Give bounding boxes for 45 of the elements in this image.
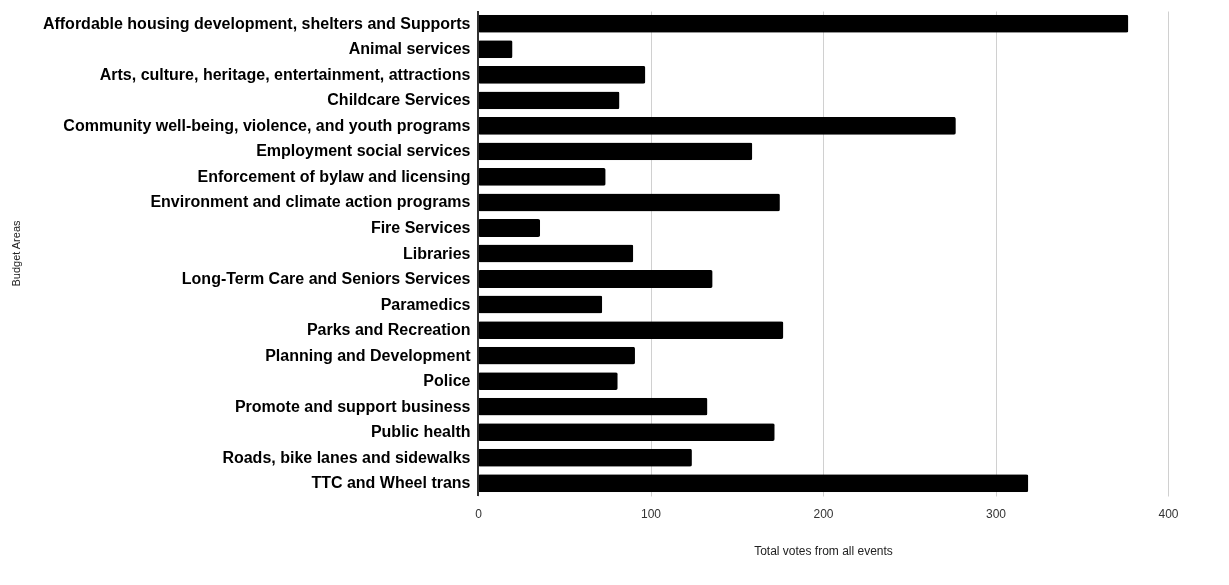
y-tick-label: Public health bbox=[370, 423, 471, 441]
y-tick-label: Animal services bbox=[348, 40, 471, 58]
y-tick-label: Affordable housing development, shelters and Supports bbox=[42, 14, 471, 32]
y-tick-label: Employment social services bbox=[256, 142, 471, 160]
y-tick-label: Libraries bbox=[402, 244, 471, 262]
y-tick-label: Promote and support business bbox=[234, 397, 471, 415]
y-tick-label: Planning and Development bbox=[265, 346, 472, 364]
bar bbox=[478, 14, 1129, 33]
x-tick-label: 300 bbox=[985, 506, 1007, 521]
y-tick-label: Parks and Recreation bbox=[306, 321, 471, 339]
bar bbox=[478, 91, 620, 110]
bar bbox=[478, 270, 713, 288]
bar bbox=[478, 321, 784, 340]
y-tick-label: Childcare Services bbox=[327, 91, 471, 109]
bar bbox=[478, 423, 775, 442]
y-tick-label: Community well-being, violence, and youth programs bbox=[63, 116, 471, 134]
x-tick-label: 400 bbox=[1158, 506, 1179, 521]
bar bbox=[478, 474, 1029, 493]
y-tick-label: Paramedics bbox=[380, 295, 471, 313]
y-tick-label: Fire Services bbox=[370, 218, 471, 236]
y-tick-label: TTC and Wheel trans bbox=[311, 474, 471, 492]
y-tick-label: Police bbox=[423, 372, 471, 390]
bar bbox=[478, 40, 513, 59]
x-tick-label: 100 bbox=[640, 506, 662, 521]
x-axis-title: Total votes from all events bbox=[754, 543, 893, 558]
y-tick-label: Enforcement of bylaw and licensing bbox=[197, 167, 471, 185]
bar bbox=[478, 372, 618, 391]
bar bbox=[478, 397, 708, 416]
bar bbox=[478, 244, 634, 263]
y-tick-label: Long-Term Care and Seniors Services bbox=[181, 270, 471, 288]
bar bbox=[478, 193, 780, 212]
y-tick-label: Arts, culture, heritage, entertainment, attractions bbox=[99, 65, 471, 83]
x-tick-label: 0 bbox=[475, 506, 483, 521]
bar bbox=[478, 295, 603, 314]
bar bbox=[478, 219, 541, 237]
bar bbox=[478, 346, 635, 365]
bar bbox=[478, 448, 692, 467]
bar bbox=[478, 65, 646, 84]
bar bbox=[478, 167, 606, 186]
y-axis-title: Budget Areas bbox=[9, 219, 22, 287]
x-tick-label: 200 bbox=[813, 506, 834, 521]
bar bbox=[478, 116, 956, 135]
bar bbox=[478, 142, 753, 161]
y-tick-label: Environment and climate action programs bbox=[150, 193, 471, 211]
y-tick-label: Roads, bike lanes and sidewalks bbox=[222, 448, 471, 466]
